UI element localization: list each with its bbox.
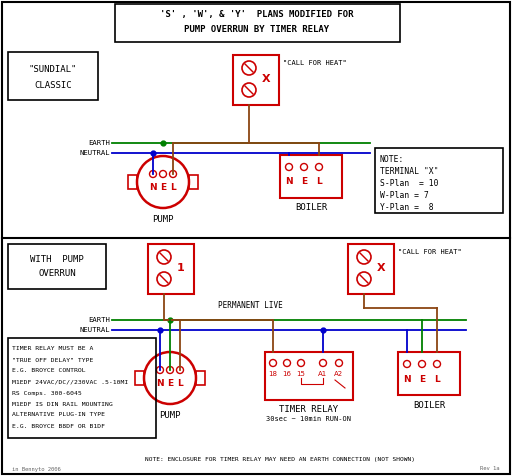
Text: PUMP OVERRUN BY TIMER RELAY: PUMP OVERRUN BY TIMER RELAY bbox=[184, 26, 330, 34]
Text: 18: 18 bbox=[268, 371, 278, 377]
Text: BOILER: BOILER bbox=[295, 204, 327, 212]
Text: "SUNDIAL": "SUNDIAL" bbox=[29, 66, 77, 75]
Text: 'S' , 'W', & 'Y'  PLANS MODIFIED FOR: 'S' , 'W', & 'Y' PLANS MODIFIED FOR bbox=[160, 10, 354, 20]
Text: PUMP: PUMP bbox=[152, 215, 174, 224]
Bar bbox=[233, 55, 279, 105]
Text: A2: A2 bbox=[334, 371, 344, 377]
Bar bbox=[8, 244, 106, 289]
Text: in Bennyto 2006: in Bennyto 2006 bbox=[12, 466, 61, 472]
Bar bbox=[128, 175, 137, 189]
Text: N: N bbox=[156, 378, 164, 387]
Text: "CALL FOR HEAT": "CALL FOR HEAT" bbox=[398, 249, 462, 255]
Bar bbox=[280, 155, 342, 198]
Bar bbox=[148, 244, 194, 294]
Text: M1EDF IS DIN RAIL MOUNTING: M1EDF IS DIN RAIL MOUNTING bbox=[12, 401, 113, 407]
Text: S-Plan  = 10: S-Plan = 10 bbox=[380, 178, 438, 188]
Bar bbox=[348, 244, 394, 294]
Text: L: L bbox=[316, 178, 322, 187]
Text: "TRUE OFF DELAY" TYPE: "TRUE OFF DELAY" TYPE bbox=[12, 357, 93, 363]
Text: Y-Plan =  8: Y-Plan = 8 bbox=[380, 202, 434, 211]
Text: X: X bbox=[262, 74, 270, 84]
Text: N: N bbox=[149, 182, 157, 191]
Text: OVERRUN: OVERRUN bbox=[38, 269, 76, 278]
Bar bbox=[189, 175, 198, 189]
Bar bbox=[8, 338, 156, 438]
Text: BOILER: BOILER bbox=[413, 400, 445, 409]
Text: TERMINAL "X": TERMINAL "X" bbox=[380, 167, 438, 176]
Text: RS Comps. 300-6045: RS Comps. 300-6045 bbox=[12, 390, 82, 396]
Text: EARTH: EARTH bbox=[88, 317, 110, 323]
Text: NEUTRAL: NEUTRAL bbox=[79, 150, 110, 156]
Text: L: L bbox=[177, 378, 183, 387]
Text: W-Plan = 7: W-Plan = 7 bbox=[380, 190, 429, 199]
Bar bbox=[196, 371, 205, 385]
Text: 30sec ~ 10min RUN-ON: 30sec ~ 10min RUN-ON bbox=[267, 416, 352, 422]
Text: E: E bbox=[160, 182, 166, 191]
Text: N: N bbox=[403, 375, 411, 384]
Bar bbox=[8, 52, 98, 100]
Text: X: X bbox=[377, 263, 386, 273]
Text: E.G. BROYCE B8DF OR B1DF: E.G. BROYCE B8DF OR B1DF bbox=[12, 424, 105, 428]
Text: E: E bbox=[419, 375, 425, 384]
Text: Rev 1a: Rev 1a bbox=[480, 466, 500, 472]
Bar bbox=[135, 371, 144, 385]
Text: 1: 1 bbox=[177, 263, 185, 273]
Text: M1EDF 24VAC/DC//230VAC .5-10MI: M1EDF 24VAC/DC//230VAC .5-10MI bbox=[12, 379, 128, 385]
Text: NEUTRAL: NEUTRAL bbox=[79, 327, 110, 333]
Text: N: N bbox=[285, 178, 293, 187]
Text: EARTH: EARTH bbox=[88, 140, 110, 146]
Text: 15: 15 bbox=[296, 371, 306, 377]
Text: TIMER RELAY MUST BE A: TIMER RELAY MUST BE A bbox=[12, 347, 93, 351]
Bar bbox=[265, 352, 353, 400]
Text: "CALL FOR HEAT": "CALL FOR HEAT" bbox=[283, 60, 347, 66]
Bar bbox=[375, 148, 503, 213]
Bar bbox=[398, 352, 460, 395]
Text: WITH  PUMP: WITH PUMP bbox=[30, 256, 84, 265]
Text: PUMP: PUMP bbox=[159, 410, 181, 419]
Text: PERMANENT LIVE: PERMANENT LIVE bbox=[218, 300, 283, 309]
Text: L: L bbox=[170, 182, 176, 191]
Text: L: L bbox=[434, 375, 440, 384]
Bar bbox=[115, 4, 400, 42]
Text: A1: A1 bbox=[318, 371, 328, 377]
Text: TIMER RELAY: TIMER RELAY bbox=[280, 405, 338, 414]
Text: CLASSIC: CLASSIC bbox=[34, 80, 72, 89]
Text: 16: 16 bbox=[283, 371, 291, 377]
Text: NOTE: ENCLOSURE FOR TIMER RELAY MAY NEED AN EARTH CONNECTION (NOT SHOWN): NOTE: ENCLOSURE FOR TIMER RELAY MAY NEED… bbox=[145, 457, 415, 463]
Text: E: E bbox=[167, 378, 173, 387]
Text: NOTE:: NOTE: bbox=[380, 155, 404, 163]
Text: E: E bbox=[301, 178, 307, 187]
Text: E.G. BROYCE CONTROL: E.G. BROYCE CONTROL bbox=[12, 368, 86, 374]
Text: ALTERNATIVE PLUG-IN TYPE: ALTERNATIVE PLUG-IN TYPE bbox=[12, 413, 105, 417]
